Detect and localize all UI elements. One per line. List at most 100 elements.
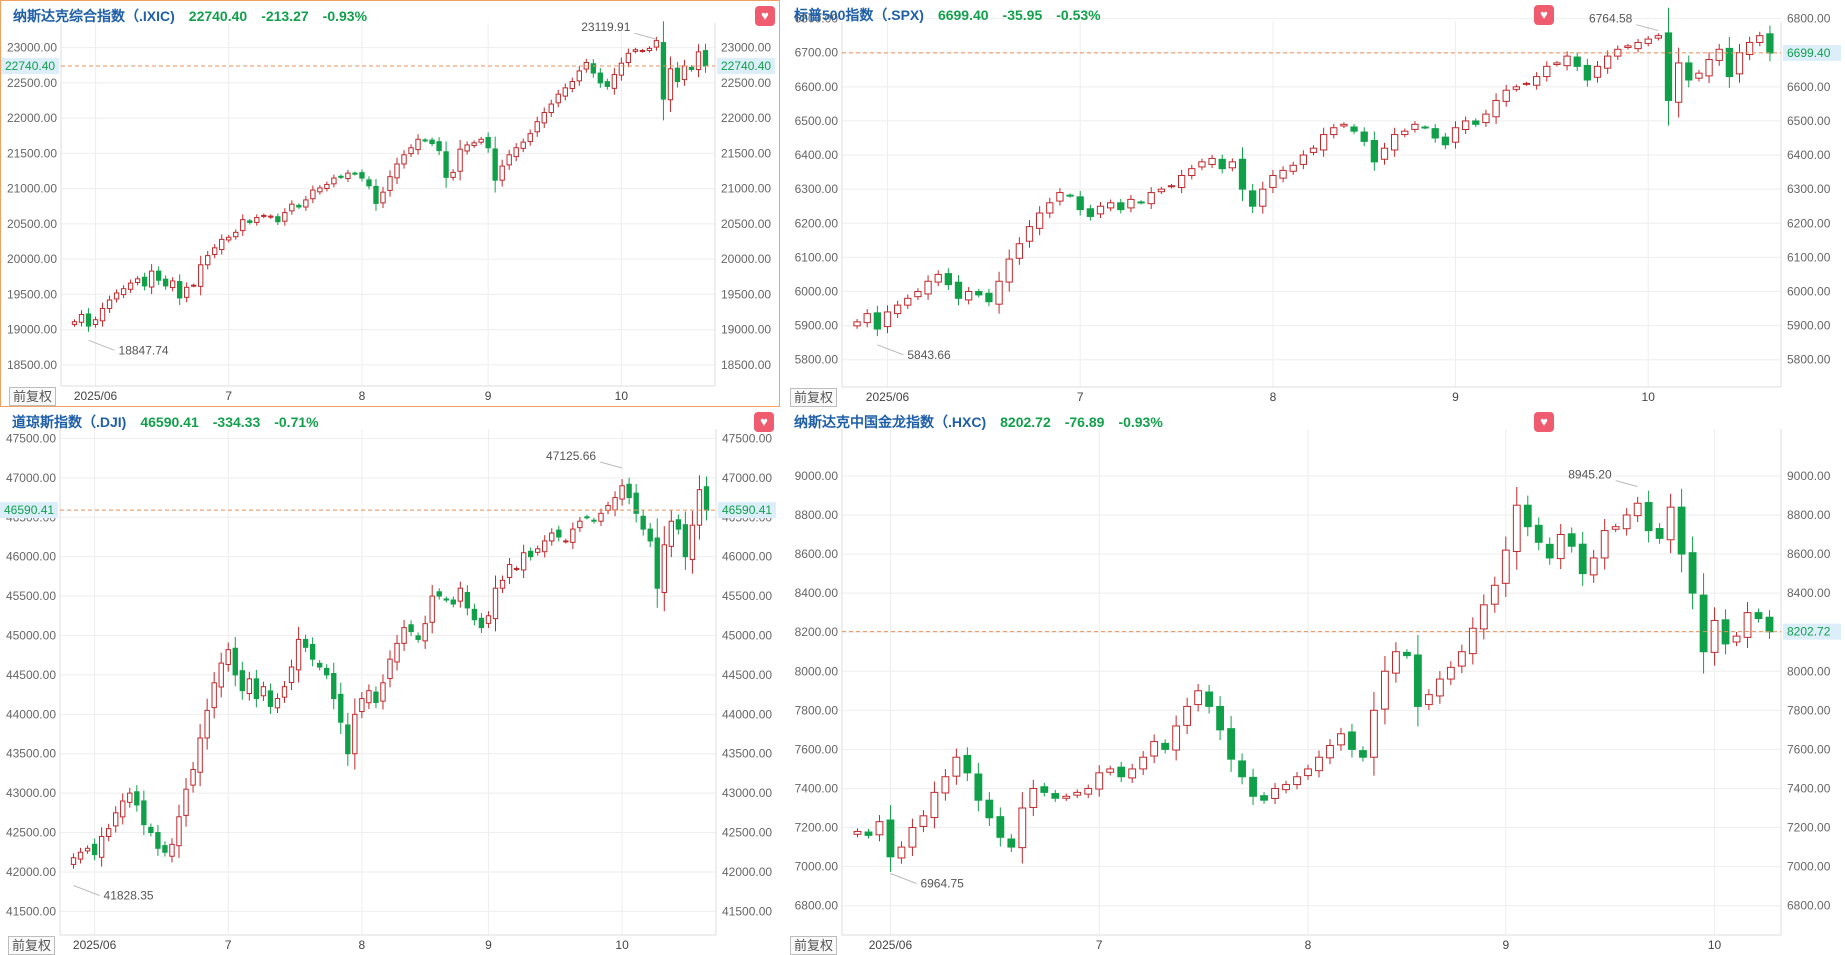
candle[interactable] [1512, 504, 1521, 552]
candle[interactable] [1756, 35, 1764, 43]
candle[interactable] [288, 666, 295, 684]
candle[interactable] [99, 307, 106, 322]
candle[interactable] [1282, 784, 1290, 791]
candle[interactable] [246, 678, 253, 694]
candle[interactable] [944, 273, 953, 286]
candle[interactable] [401, 627, 407, 644]
candle[interactable] [883, 311, 892, 328]
candle[interactable] [974, 773, 983, 801]
candle[interactable] [1340, 123, 1348, 127]
candle[interactable] [1177, 175, 1186, 188]
candle[interactable] [1299, 154, 1308, 165]
candle[interactable] [1543, 65, 1551, 78]
candle[interactable] [212, 247, 218, 255]
index-name[interactable]: 纳斯达克综合指数（.IXIC) [13, 8, 175, 24]
candle[interactable] [1441, 136, 1450, 146]
candle[interactable] [520, 141, 526, 149]
candle[interactable] [1238, 760, 1246, 778]
candle[interactable] [1446, 666, 1455, 680]
candle[interactable] [1260, 795, 1268, 801]
candle[interactable] [1624, 45, 1632, 48]
candle[interactable] [703, 486, 710, 511]
candle[interactable] [162, 278, 169, 287]
candle[interactable] [908, 827, 917, 848]
candle[interactable] [1553, 62, 1561, 66]
candle[interactable] [853, 321, 861, 327]
candle[interactable] [127, 282, 134, 290]
candle[interactable] [91, 843, 98, 856]
candle[interactable] [268, 215, 274, 218]
candle[interactable] [422, 623, 428, 642]
candle[interactable] [240, 219, 246, 232]
adjust-button[interactable]: 前复权 [790, 936, 838, 955]
candle[interactable] [1137, 201, 1145, 204]
candle[interactable] [1512, 86, 1521, 90]
candle[interactable] [996, 816, 1005, 838]
candle[interactable] [1139, 756, 1148, 770]
candle[interactable] [261, 214, 267, 217]
candle[interactable] [1482, 113, 1490, 124]
candle[interactable] [897, 846, 906, 859]
candle[interactable] [1172, 725, 1181, 751]
candle[interactable] [612, 497, 618, 511]
candle[interactable] [1578, 543, 1587, 575]
candle[interactable] [1556, 533, 1565, 560]
candle[interactable] [84, 847, 91, 852]
index-name[interactable]: 纳斯达克中国金龙指数（.HXC) [794, 414, 987, 430]
candle[interactable] [190, 768, 196, 786]
candle[interactable] [506, 564, 513, 578]
candle[interactable] [1337, 733, 1345, 746]
candle[interactable] [309, 643, 316, 660]
candle[interactable] [394, 642, 400, 663]
candle[interactable] [98, 835, 105, 858]
candle[interactable] [485, 615, 492, 624]
candle[interactable] [1216, 705, 1225, 731]
candle[interactable] [1227, 728, 1235, 760]
candle[interactable] [513, 147, 519, 158]
candle[interactable] [1532, 76, 1541, 86]
candle[interactable] [1472, 120, 1480, 125]
candle[interactable] [1183, 705, 1192, 726]
candle[interactable] [366, 179, 372, 187]
candle[interactable] [1479, 604, 1488, 630]
candle[interactable] [176, 816, 182, 847]
candle[interactable] [1167, 185, 1176, 188]
candle[interactable] [640, 515, 646, 530]
candle[interactable] [1674, 62, 1683, 103]
candle[interactable] [1007, 838, 1016, 848]
candle[interactable] [253, 678, 260, 700]
candle[interactable] [345, 724, 351, 755]
candle[interactable] [941, 776, 950, 794]
candle[interactable] [914, 290, 922, 298]
candle[interactable] [387, 658, 393, 680]
heart-icon[interactable]: ♥ [1534, 5, 1554, 25]
candle[interactable] [113, 292, 120, 300]
candle[interactable] [295, 638, 302, 671]
candle[interactable] [422, 139, 428, 142]
candle[interactable] [1208, 157, 1216, 165]
candle[interactable] [1319, 134, 1328, 151]
candle[interactable] [863, 313, 871, 324]
candle[interactable] [464, 144, 470, 152]
candle[interactable] [197, 737, 203, 773]
candle[interactable] [478, 138, 484, 143]
candle[interactable] [535, 548, 541, 553]
candle[interactable] [478, 617, 485, 629]
candle[interactable] [1401, 130, 1409, 136]
candle[interactable] [1745, 41, 1754, 56]
candle[interactable] [1677, 506, 1686, 555]
candle[interactable] [1348, 731, 1356, 750]
candle[interactable] [141, 276, 148, 287]
candle[interactable] [1685, 62, 1693, 81]
candle[interactable] [317, 187, 323, 193]
candle[interactable] [1370, 140, 1379, 163]
heart-icon[interactable]: ♥ [755, 6, 775, 26]
candle[interactable] [1194, 690, 1203, 706]
candle[interactable] [893, 304, 902, 315]
candle[interactable] [1522, 82, 1531, 85]
candle[interactable] [1725, 47, 1734, 78]
candle[interactable] [70, 857, 77, 865]
candle[interactable] [436, 141, 442, 152]
candle[interactable] [1402, 651, 1411, 657]
candle[interactable] [1117, 202, 1125, 211]
